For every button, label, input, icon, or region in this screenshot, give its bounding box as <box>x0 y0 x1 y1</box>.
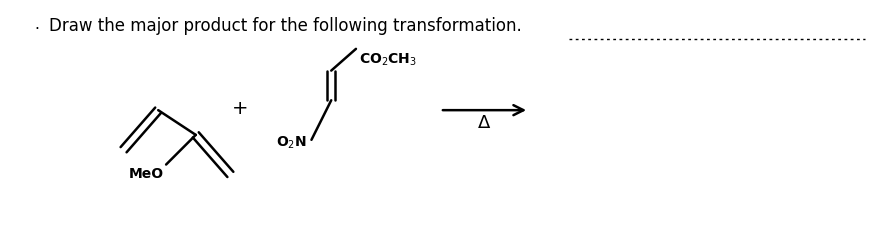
Text: CO$_2$CH$_3$: CO$_2$CH$_3$ <box>359 52 417 68</box>
Text: O$_2$N: O$_2$N <box>276 135 307 151</box>
Text: Draw the major product for the following transformation.: Draw the major product for the following… <box>49 17 522 35</box>
Text: .: . <box>34 17 40 32</box>
Text: +: + <box>232 99 248 118</box>
Text: Δ: Δ <box>478 114 491 132</box>
Text: MeO: MeO <box>129 166 164 181</box>
